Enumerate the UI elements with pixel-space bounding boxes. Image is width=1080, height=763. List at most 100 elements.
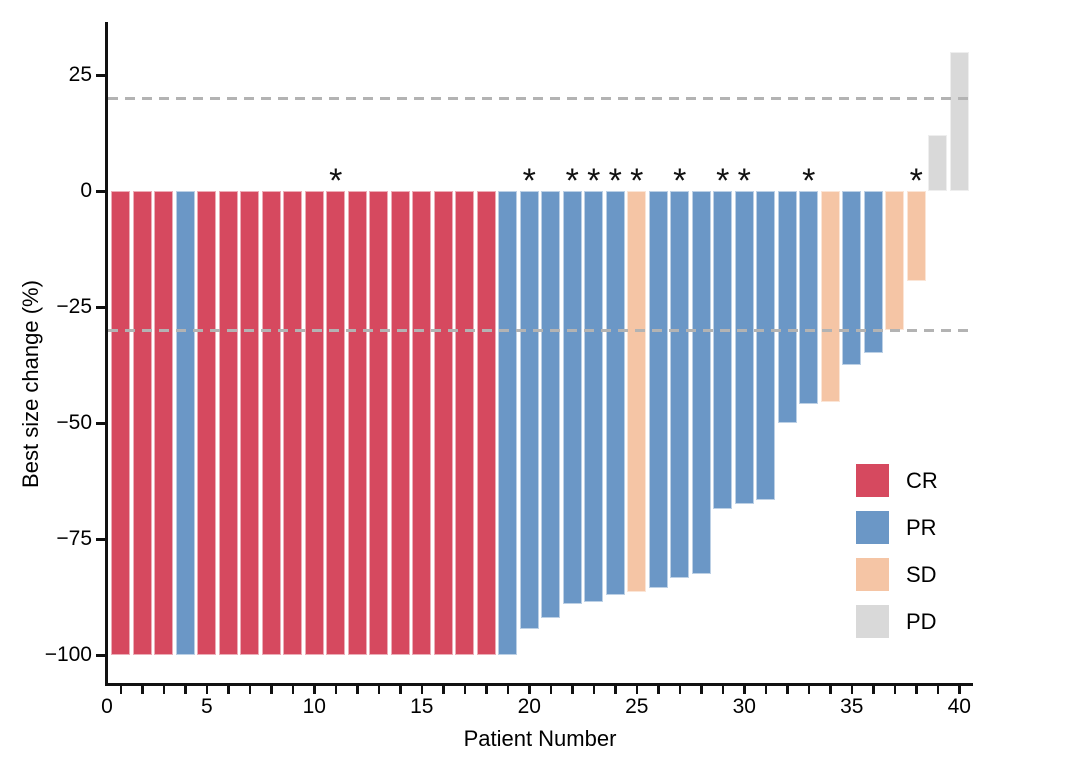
x-tick-label: 10 [302,695,326,718]
legend: CR PR SD PD [856,464,938,652]
y-axis-tick [96,653,105,657]
bar-patient-1 [111,191,131,655]
legend-swatch-sd [856,558,889,591]
x-axis-title-text: Patient Number [463,726,617,751]
legend-item-cr: CR [856,464,938,497]
x-axis-tick [958,686,961,694]
x-axis-tick [377,686,381,694]
x-axis-line [105,683,973,686]
y-tick-label: −100 [44,643,92,666]
y-axis-tick [96,189,105,193]
x-axis-tick [334,686,338,694]
y-tick-label: −50 [56,411,92,434]
legend-label: PR [906,514,937,540]
x-tick-label: 20 [517,695,541,718]
bar-patient-22 [562,191,582,604]
x-tick-label: 5 [200,695,213,718]
asterisk-marker: * [565,162,579,200]
bar-patient-39 [928,135,948,191]
x-axis-tick [657,686,660,694]
x-axis-tick [356,686,359,694]
bar-patient-11 [326,191,346,655]
asterisk-marker: * [737,162,751,200]
asterisk-marker: * [802,162,816,200]
asterisk-marker: * [522,162,536,200]
x-axis-tick [270,686,273,694]
x-axis-tick [119,686,123,694]
x-tick-label: 35 [840,695,864,718]
bar-patient-25 [627,191,647,593]
asterisk-marker: * [587,162,601,200]
x-axis-tick [227,686,230,694]
y-axis-tick [96,73,105,77]
bar-patient-8 [261,191,281,655]
bar-patient-7 [240,191,260,655]
x-axis-tick [313,686,316,694]
bar-patient-2 [132,191,152,655]
bar-patient-4 [175,191,195,655]
bar-patient-10 [304,191,324,655]
bar-patient-20 [519,191,539,630]
x-axis-tick [786,686,789,694]
x-axis-tick [936,686,940,694]
x-axis-tick [162,686,166,694]
bar-patient-14 [390,191,410,655]
y-axis-tick [96,537,105,541]
bar-patient-38 [906,191,926,282]
asterisk-marker: * [909,162,923,200]
x-axis-tick [743,686,746,694]
asterisk-marker: * [329,162,343,200]
x-tick-label: 0 [101,695,113,718]
x-axis-tick [829,686,832,694]
bar-patient-5 [197,191,217,655]
bar-patient-9 [283,191,303,655]
x-tick-label: 15 [410,695,434,718]
x-axis-tick [549,686,553,694]
bar-patient-13 [369,191,389,655]
x-axis-tick [399,686,402,694]
bar-patient-36 [863,191,883,354]
x-axis-tick [506,686,510,694]
x-axis-tick [463,686,467,694]
legend-label: PD [906,608,937,634]
bar-patient-12 [347,191,367,655]
bar-patient-34 [820,191,840,403]
x-axis-tick [442,686,445,694]
bar-patient-32 [777,191,797,423]
y-tick-label: 25 [68,63,92,86]
bar-patient-26 [648,191,668,588]
bar-patient-29 [713,191,733,509]
x-axis-tick [635,686,639,694]
x-axis-tick [678,686,682,694]
bar-patient-17 [455,191,475,655]
x-tick-label: 25 [625,695,649,718]
x-axis-tick [872,686,875,694]
x-axis-tick [485,686,488,694]
bar-patient-33 [799,191,819,405]
bar-patient-31 [756,191,776,500]
legend-swatch-pd [856,605,889,638]
x-axis-tick [184,686,187,694]
x-axis-tick [764,686,768,694]
bar-patient-21 [541,191,561,618]
legend-swatch-pr [856,511,889,544]
bar-patient-27 [670,191,690,579]
x-axis-tick [614,686,617,694]
x-axis-tick [291,686,295,694]
legend-swatch-cr [856,464,889,497]
y-tick-label: −25 [56,295,92,318]
bar-patient-3 [154,191,174,655]
x-axis-tick [205,686,209,694]
bar-patient-28 [691,191,711,574]
asterisk-marker: * [673,162,687,200]
x-axis-title: Patient Number [0,726,1080,752]
bar-patient-23 [584,191,604,602]
bar-patient-18 [476,191,496,655]
bar-patient-35 [842,191,862,365]
x-axis-tick [721,686,725,694]
bar-patient-30 [734,191,754,505]
asterisk-marker: * [630,162,644,200]
x-axis-tick [571,686,574,694]
asterisk-marker: * [716,162,730,200]
x-axis-tick [420,686,424,694]
